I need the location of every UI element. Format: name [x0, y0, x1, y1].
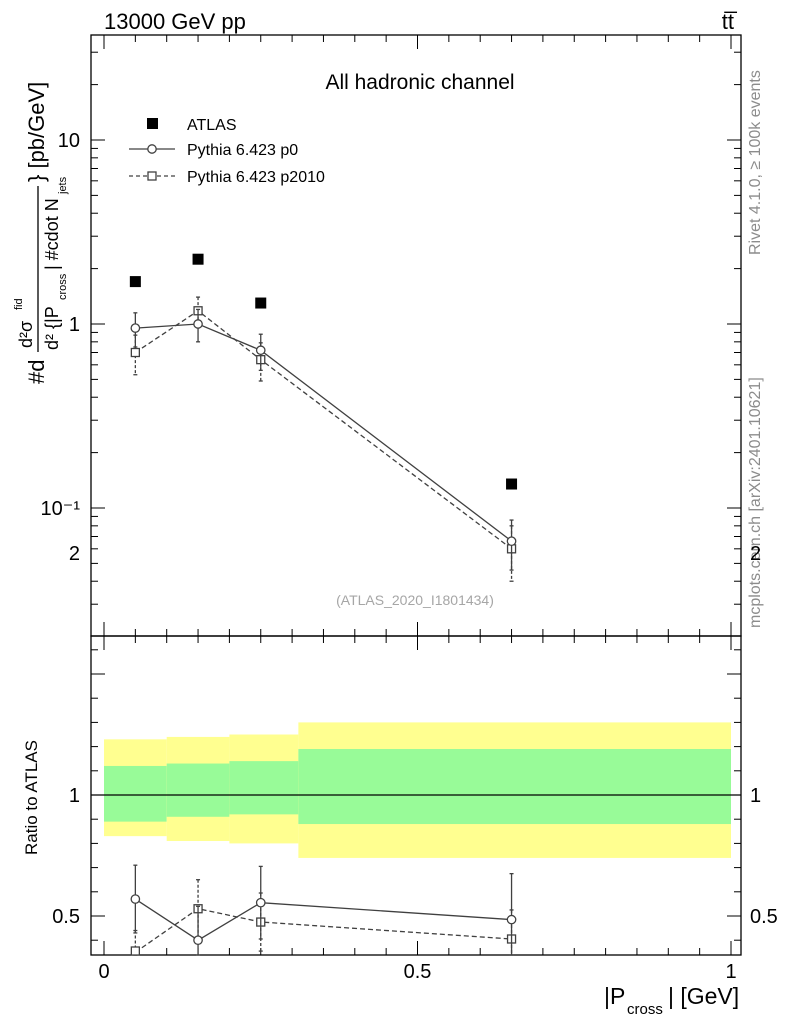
ratio-y-axis-label: Ratio to ATLAS: [22, 740, 41, 855]
legend-p2010-marker: [147, 171, 157, 181]
ylabel-hash-d: #d: [24, 360, 49, 384]
xtick-label: 0: [98, 961, 109, 983]
atlas-data-marker: [192, 253, 204, 265]
ratio-p0-marker: [193, 935, 203, 946]
legend-p0-label: Pythia 6.423 p0: [187, 142, 298, 159]
ylabel-numerator: d²σ: [16, 321, 36, 348]
xtick-label: 0.5: [404, 961, 432, 983]
legend-p2010-label: Pythia 6.423 p2010: [187, 169, 325, 186]
mcplots-label: mcplots.cern.ch [arXiv:2401.10621]: [747, 377, 764, 628]
inner-band-3: [298, 749, 731, 825]
main-y-axis-label: #d d²σ fid d² {|P cross | #cdot N jets } [pb/Ge…: [13, 82, 69, 384]
ratio-ytick-label-left: 0.5: [52, 906, 80, 928]
ylabel-denominator: d² {|P: [42, 306, 62, 350]
ratio-p0-marker: [506, 914, 517, 925]
main-ytick-label: 10⁻¹: [41, 498, 81, 520]
legend: ATLAS Pythia 6.423 p0 Pythia 6.423 p2010: [129, 117, 325, 186]
ratio-ytick-label-left: 1: [69, 785, 80, 807]
main-p2010-line: [134, 309, 512, 550]
ylabel-cross-sub: cross: [57, 273, 69, 300]
ylabel-units: } [pb/GeV]: [24, 82, 49, 182]
ratio-ytick-label-right: 2: [750, 543, 761, 565]
energy-label: 13000 GeV pp: [104, 9, 246, 34]
analysis-watermark: (ATLAS_2020_I1801434): [336, 592, 494, 608]
ratio-ytick-label-right: 0.5: [750, 906, 778, 928]
ratio-p0-marker: [255, 897, 266, 908]
x-axis-label-prefix: |P: [604, 983, 625, 1009]
ratio-p2010-marker: [130, 946, 141, 956]
inner-band-1: [166, 763, 230, 817]
rivet-version-label: Rivet 4.1.0, ≥ 100k events: [747, 70, 764, 255]
ratio-uncertainty-bands: [91, 722, 741, 858]
ylabel-jets-sub: jets: [57, 176, 69, 195]
main-ytick-label: 1: [69, 314, 80, 336]
ratio-ytick-label-right: 1: [750, 785, 761, 807]
atlas-data-marker: [506, 478, 518, 490]
main-p0-marker: [193, 319, 203, 329]
chart-title: All hadronic channel: [325, 71, 514, 94]
ratio-p0-marker: [130, 894, 141, 904]
x-axis-label-sub: cross: [627, 1001, 663, 1018]
xtick-label: 1: [725, 961, 736, 983]
main-p0-marker: [255, 345, 266, 356]
ratio-p2010-line: [134, 908, 512, 953]
ylabel-fid: fid: [13, 298, 25, 310]
main-p2010-marker: [130, 347, 141, 358]
ratio-ytick-label-left: 2: [69, 543, 80, 565]
ylabel-denominator-2: | #cdot N: [42, 198, 62, 270]
x-axis-label-suffix: | [GeV]: [668, 983, 739, 1009]
legend-atlas-marker: [147, 118, 158, 129]
atlas-data-marker: [255, 297, 267, 309]
legend-p0-marker: [147, 144, 157, 154]
inner-band-2: [229, 761, 299, 815]
ratio-series-layer: [130, 864, 517, 956]
inner-band-0: [104, 765, 167, 822]
x-axis-label: |P cross | [GeV]: [604, 983, 739, 1018]
main-p0-line: [135, 323, 512, 542]
atlas-data-marker: [129, 276, 141, 288]
ratio-p0-line: [134, 898, 512, 941]
axis-ticks: 10⁻¹ 1 10 0.5 0.5 1 1 2 2 0 0.5 1: [41, 35, 778, 983]
main-p0-marker: [506, 536, 517, 547]
main-ytick-label: 10: [58, 130, 80, 152]
process-label: tt̅: [722, 9, 738, 34]
main-p0-marker: [130, 323, 141, 333]
main-series-layer: [129, 253, 518, 582]
legend-atlas-label: ATLAS: [187, 117, 237, 134]
